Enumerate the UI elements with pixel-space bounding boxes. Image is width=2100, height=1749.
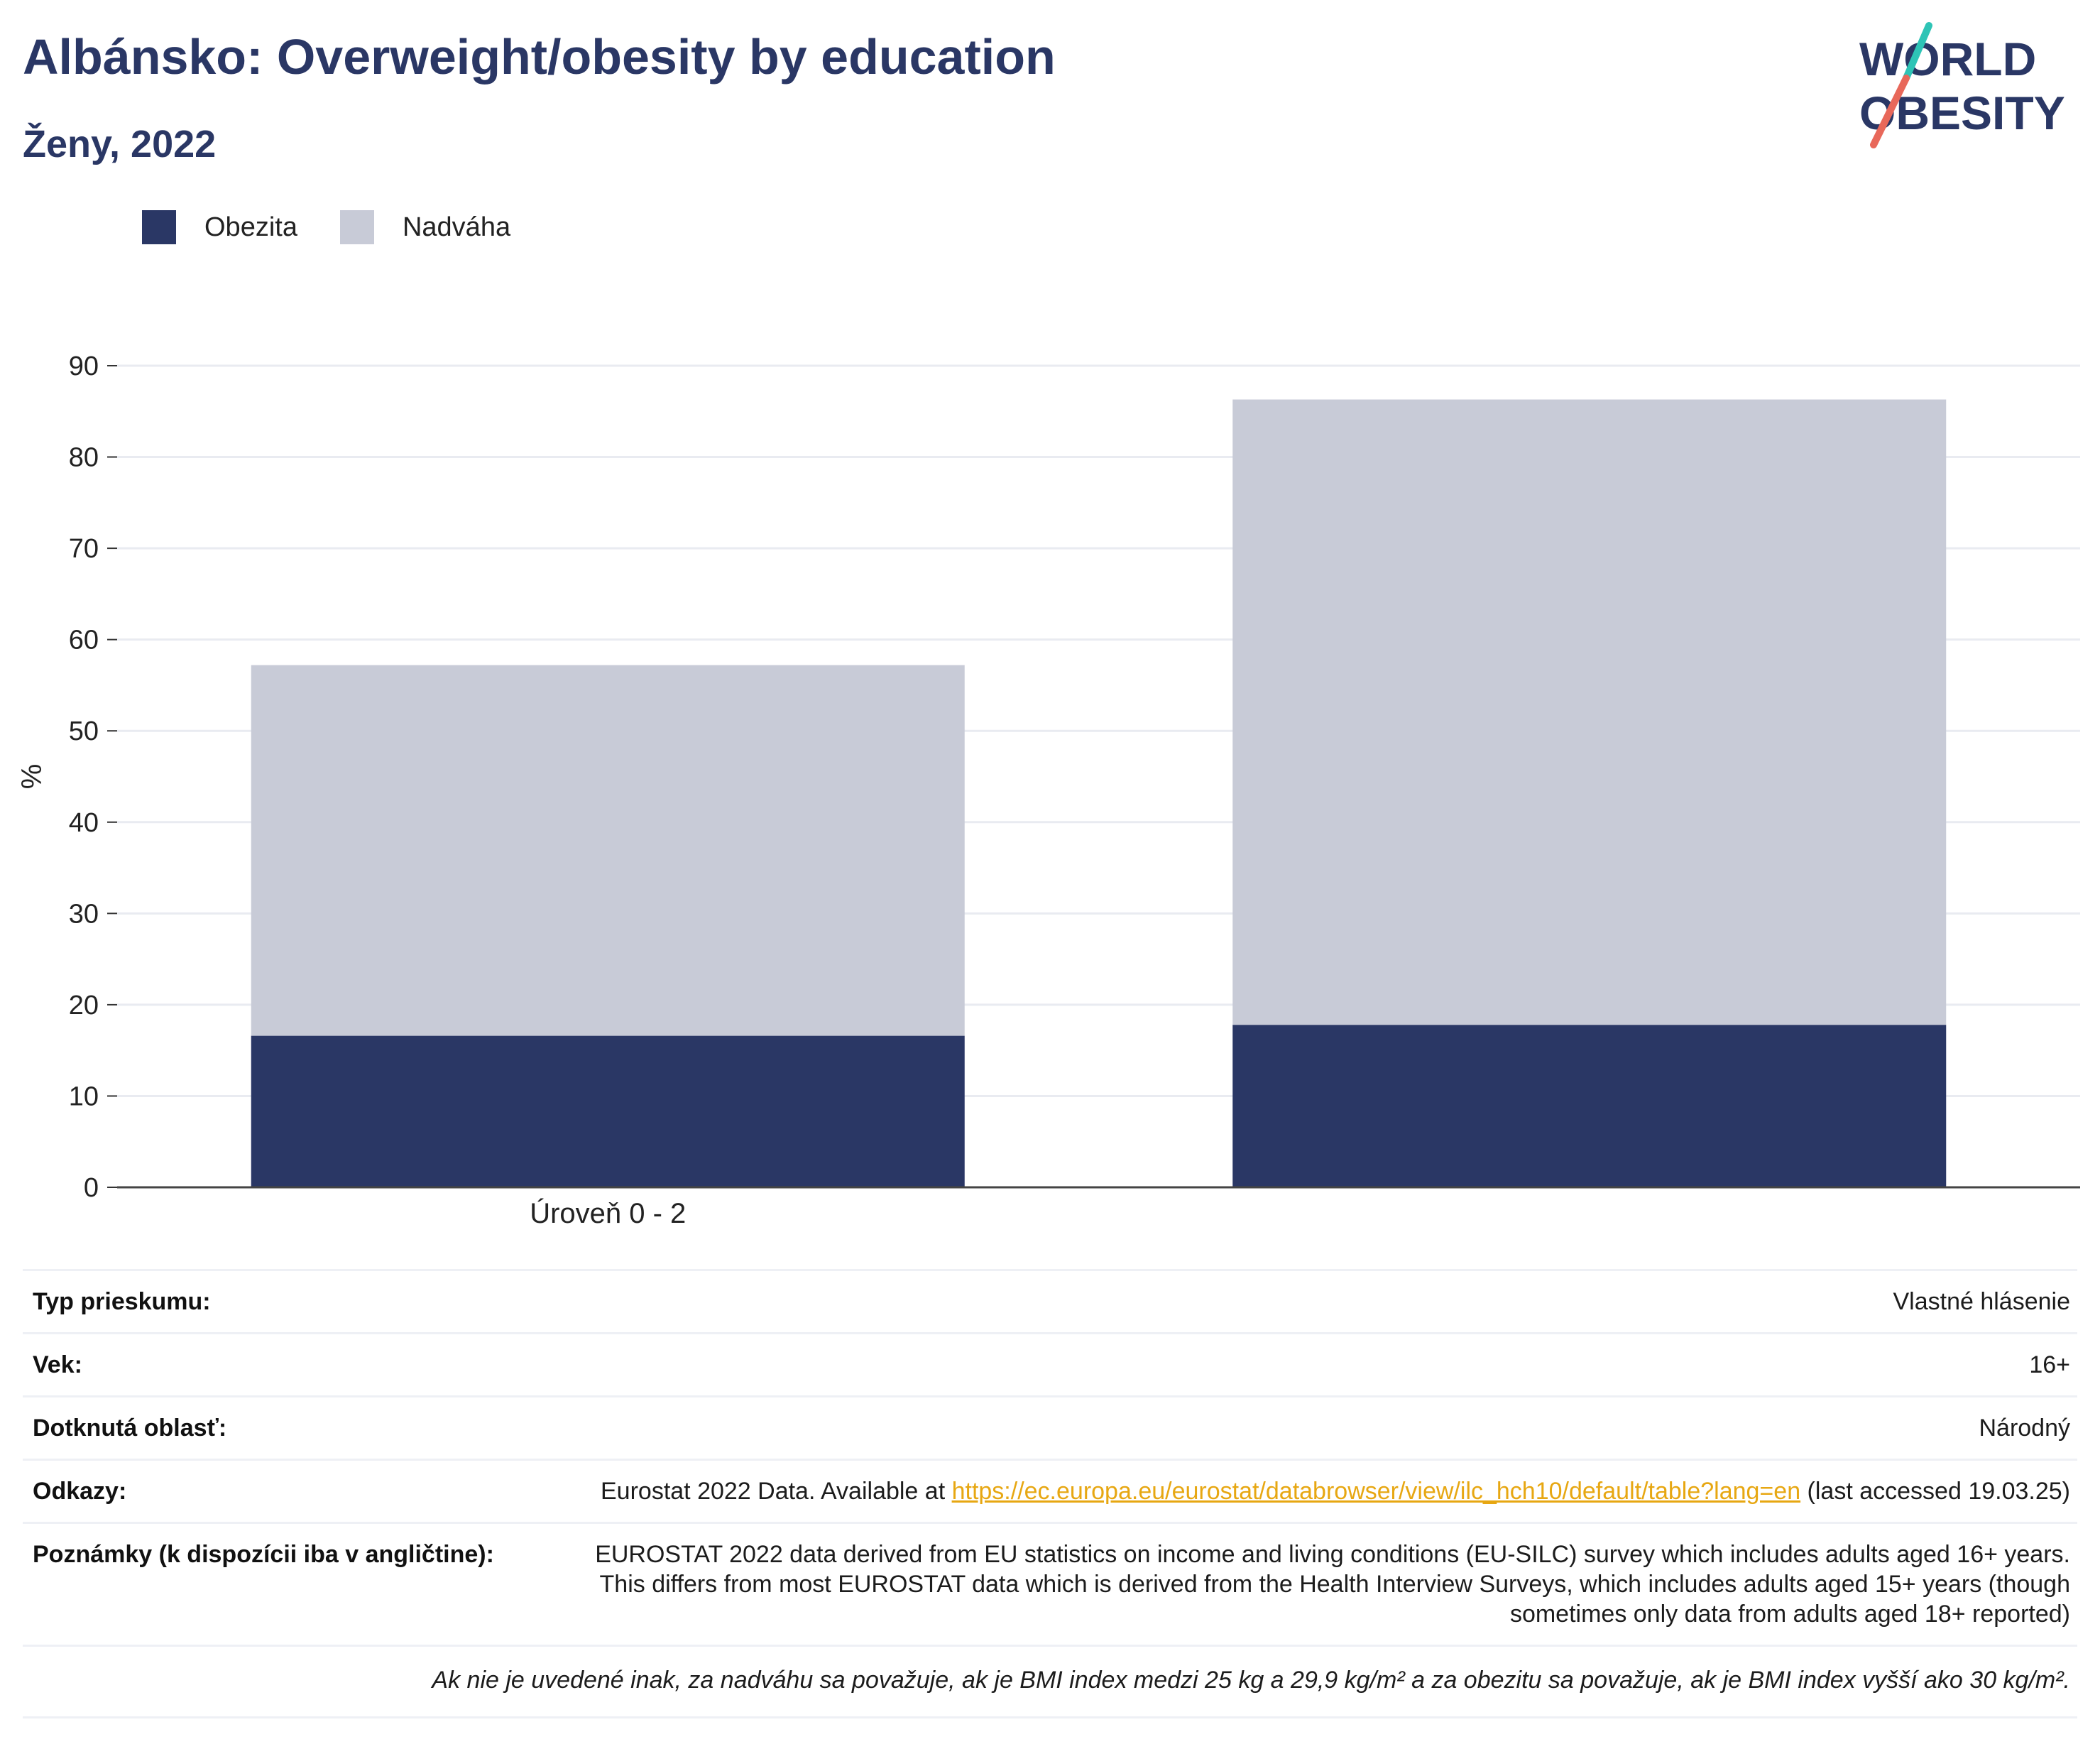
info-row-age: Vek: 16+ [23, 1332, 2077, 1395]
logo-line-2: OBESITY [1859, 87, 2065, 139]
info-label: Dotknutá oblasť: [33, 1415, 227, 1442]
info-label: Vek: [33, 1351, 82, 1378]
info-value: Národný [1979, 1415, 2070, 1442]
bar-segment-obezita[interactable] [251, 1035, 965, 1187]
stacked-bar-chart: 0 10 20 30 40 50 60 70 80 90 Úroveň 0 - 2 % [16, 352, 2080, 1229]
info-label: Odkazy: [33, 1478, 127, 1505]
y-tick-label: 80 [69, 443, 99, 473]
bar-segment-nadv-ha[interactable] [251, 665, 965, 1036]
y-tick-label: 20 [69, 991, 99, 1020]
y-axis-label: % [16, 764, 48, 790]
y-tick-label: 50 [69, 717, 99, 746]
x-category-label: Úroveň 0 - 2 [530, 1197, 686, 1229]
legend-item-nadvaha[interactable]: Nadváha [339, 210, 511, 244]
logo-slash-bottom [1870, 75, 1910, 148]
legend-label-nadvaha: Nadváha [402, 212, 511, 242]
bar-segment-nadv-ha[interactable] [1232, 399, 1947, 1025]
legend-swatch-obezita [142, 210, 176, 244]
info-row-survey-type: Typ prieskumu: Vlastné hlásenie [23, 1269, 2077, 1332]
logo-line-1: WORLD [1859, 33, 2036, 85]
info-value: 16+ [2029, 1351, 2070, 1378]
info-value: Vlastné hlásenie [1893, 1288, 2070, 1315]
references-prefix: Eurostat 2022 Data. Available at [601, 1478, 952, 1505]
info-row-notes: Poznámky (k dispozícii iba v angličtine)… [23, 1522, 2077, 1645]
info-row-references: Odkazy: Eurostat 2022 Data. Available at… [23, 1459, 2077, 1522]
axes: 0 10 20 30 40 50 60 70 80 90 Úroveň 0 - 2 [69, 352, 2080, 1229]
references-suffix: (last accessed 19.03.25) [1800, 1478, 2070, 1505]
y-tick-label: 30 [69, 899, 99, 929]
eurostat-link[interactable]: https://ec.europa.eu/eurostat/databrowse… [951, 1478, 1801, 1505]
y-tick-label: 60 [69, 626, 99, 655]
y-tick-label: 70 [69, 534, 99, 564]
info-label: Typ prieskumu: [33, 1288, 211, 1315]
info-row-area: Dotknutá oblasť: Národný [23, 1395, 2077, 1459]
legend-item-obezita[interactable]: Obezita [142, 210, 297, 244]
legend-swatch-nadvaha [339, 210, 374, 244]
bars [251, 399, 1947, 1187]
logo-slash-top [1903, 22, 1932, 82]
y-tick-label: 90 [69, 352, 99, 381]
info-table: Typ prieskumu: Vlastné hlásenie Vek: 16+… [23, 1269, 2077, 1718]
bar-segment-obezita[interactable] [1232, 1025, 1947, 1187]
page-title: Albánsko: Overweight/obesity by educatio… [23, 29, 1056, 85]
references-text: Eurostat 2022 Data. Available at https:/… [601, 1476, 2070, 1506]
notes-text: EUROSTAT 2022 data derived from EU stati… [595, 1541, 2070, 1628]
legend-label-obezita: Obezita [204, 212, 297, 242]
info-label: Poznámky (k dispozícii iba v angličtine)… [33, 1541, 494, 1568]
y-tick-label: 40 [69, 808, 99, 838]
world-obesity-logo: WORLD OBESITY [1859, 22, 2065, 148]
y-tick-label: 0 [84, 1173, 99, 1203]
bmi-footnote: Ak nie je uvedené inak, za nadváhu sa po… [23, 1645, 2077, 1718]
chart-legend: Obezita Nadváha [142, 210, 553, 244]
page-subtitle: Ženy, 2022 [23, 123, 217, 165]
y-tick-label: 10 [69, 1081, 99, 1111]
